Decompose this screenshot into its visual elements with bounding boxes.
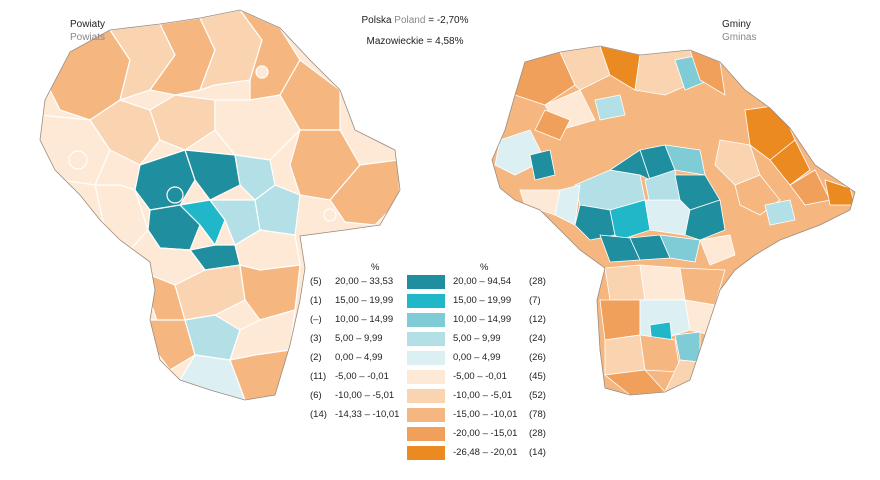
legend-right-count: (45) (529, 371, 546, 382)
legend-right-range: 15,00 – 19,99 (453, 295, 512, 306)
gminy-title-en: Gminas (722, 32, 757, 43)
legend-right-range: -5,00 – -0,01 (453, 371, 507, 382)
legend-swatch (407, 313, 445, 327)
legend-swatch (407, 351, 445, 365)
legend-right-count: (78) (529, 409, 546, 420)
legend-left-count: (11) (310, 371, 327, 382)
legend-left-range: 0,00 – 4,99 (335, 352, 383, 363)
legend-swatch (407, 446, 445, 460)
legend-right-range: 0,00 – 4,99 (453, 352, 501, 363)
legend-right-range: -15,00 – -10,01 (453, 409, 518, 420)
poland-label-pl: Polska (361, 15, 392, 26)
legend-left-count: (3) (310, 333, 322, 344)
legend-right-count: (24) (529, 333, 546, 344)
legend-left-range: -5,00 – -0,01 (335, 371, 389, 382)
legend-swatch (407, 427, 445, 441)
legend-row: (–) 10,00 – 14,99 10,00 – 14,99 (12) (0, 312, 880, 328)
legend-left-count: (2) (310, 352, 322, 363)
mazowieckie-value: = 4,58% (426, 36, 464, 47)
legend-right-range: 10,00 – 14,99 (453, 314, 512, 325)
poland-summary: Polska Poland = -2,70% (305, 14, 525, 27)
legend-right-count: (14) (529, 447, 546, 458)
legend-left-range: 10,00 – 14,99 (335, 314, 394, 325)
legend-right-range: 20,00 – 94,54 (453, 276, 512, 287)
legend-left-range: 5,00 – 9,99 (335, 333, 383, 344)
legend-right-range: -10,00 – -5,01 (453, 390, 513, 401)
gminy-title-pl: Gminy (722, 19, 751, 30)
legend-left-count: (–) (310, 314, 322, 325)
legend-left-range: 20,00 – 33,53 (335, 276, 394, 287)
legend-unit-left: % (371, 262, 380, 273)
powiaty-title-pl: Powiaty (70, 19, 106, 30)
powiaty-title-en: Powiats (70, 32, 106, 43)
powiaty-map (40, 10, 400, 400)
legend-left-count: (5) (310, 276, 322, 287)
legend-left-range: -14,33 – -10,01 (335, 409, 400, 420)
legend-left-count: (6) (310, 390, 322, 401)
legend-unit-right: % (480, 262, 489, 273)
legend-swatch (407, 275, 445, 289)
legend-right-count: (28) (529, 428, 546, 439)
legend-row: (2) 0,00 – 4,99 0,00 – 4,99 (26) (0, 350, 880, 366)
legend-right-count: (52) (529, 390, 546, 401)
poland-value: = -2,70% (428, 15, 469, 26)
legend-row: (1) 15,00 – 19,99 15,00 – 19,99 (7) (0, 293, 880, 309)
legend-row: (11) -5,00 – -0,01 -5,00 – -0,01 (45) (0, 369, 880, 385)
mazowieckie-label: Mazowieckie (366, 36, 424, 47)
poland-label-en: Poland (394, 15, 426, 26)
legend-row: (6) -10,00 – -5,01 -10,00 – -5,01 (52) (0, 388, 880, 404)
legend-swatch (407, 294, 445, 308)
mazowieckie-summary: Mazowieckie = 4,58% (305, 35, 525, 48)
legend-left-count: (14) (310, 409, 327, 420)
powiaty-title: Powiaty Powiats (70, 18, 105, 44)
legend-swatch (407, 408, 445, 422)
legend-left-count: (1) (310, 295, 322, 306)
legend-swatch (407, 332, 445, 346)
legend-right-range: -20,00 – -15,01 (453, 428, 518, 439)
legend-row: -26,48 – -20,01 (14) (0, 445, 880, 461)
legend-right-count: (7) (529, 295, 541, 306)
gminy-title: Gminy Gminas (722, 18, 756, 44)
legend-row: -20,00 – -15,01 (28) (0, 426, 880, 442)
legend-right-range: 5,00 – 9,99 (453, 333, 501, 344)
legend-right-count: (26) (529, 352, 546, 363)
legend-swatch (407, 389, 445, 403)
legend-right-count: (12) (529, 314, 546, 325)
legend-left-range: 15,00 – 19,99 (335, 295, 394, 306)
legend-swatch (407, 370, 445, 384)
legend-row: (3) 5,00 – 9,99 5,00 – 9,99 (24) (0, 331, 880, 347)
legend-right-count: (28) (529, 276, 546, 287)
legend-row: (5) 20,00 – 33,53 20,00 – 94,54 (28) (0, 274, 880, 290)
legend-left-range: -10,00 – -5,01 (335, 390, 395, 401)
legend-right-range: -26,48 – -20,01 (453, 447, 518, 458)
legend-row: (14) -14,33 – -10,01 -15,00 – -10,01 (78) (0, 407, 880, 423)
